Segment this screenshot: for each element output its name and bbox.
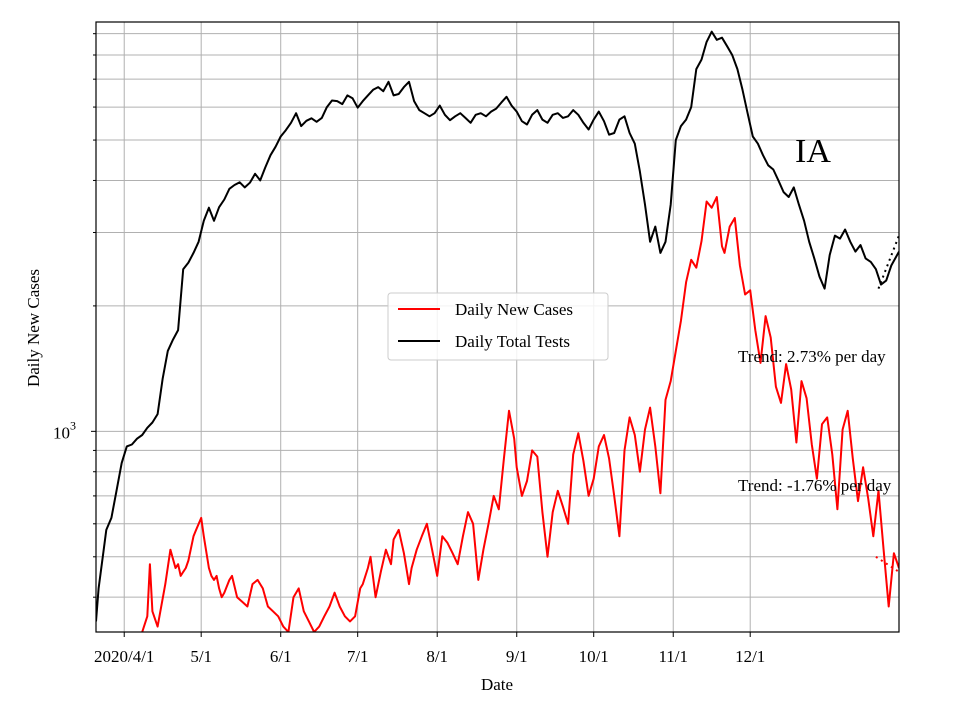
x-tick-label: 12/1 — [735, 647, 765, 666]
plot-frame — [95, 21, 900, 633]
series-layer — [96, 30, 899, 632]
legend: Daily New Cases Daily Total Tests — [387, 292, 609, 361]
region-label: IA — [795, 133, 831, 170]
x-tick-label: 5/1 — [190, 647, 212, 666]
y-tick-label-exponent: 3 — [70, 418, 76, 432]
y-axis-label: Daily New Cases — [24, 269, 43, 387]
x-tick-label: 2020/4/1 — [94, 647, 154, 666]
x-tick-label: 6/1 — [270, 647, 292, 666]
legend-box — [387, 292, 609, 361]
axis-ticks: 2020/4/1 5/1 6/1 7/1 8/1 9/1 10/1 11/1 12/1 10 3 — [53, 33, 765, 666]
trend-annotation-tests: Trend: 2.73% per day — [738, 347, 886, 366]
x-tick-label: 10/1 — [579, 647, 609, 666]
x-tick-label: 11/1 — [658, 647, 688, 666]
trend-annotation-cases: Trend: -1.76% per day — [738, 476, 892, 495]
legend-label-daily-total-tests: Daily Total Tests — [455, 332, 570, 351]
x-tick-label: 9/1 — [506, 647, 528, 666]
trend-layer — [875, 235, 900, 573]
x-tick-label: 8/1 — [426, 647, 448, 666]
x-tick-label: 7/1 — [347, 647, 369, 666]
legend-label-daily-new-cases: Daily New Cases — [455, 300, 573, 319]
series-line-daily-total-tests — [96, 30, 899, 622]
series-line-daily-new-cases — [141, 196, 899, 632]
trend-line-daily-new-cases — [875, 555, 900, 573]
x-axis-label: Date — [481, 675, 513, 694]
y-tick-label-base: 10 — [53, 423, 70, 442]
